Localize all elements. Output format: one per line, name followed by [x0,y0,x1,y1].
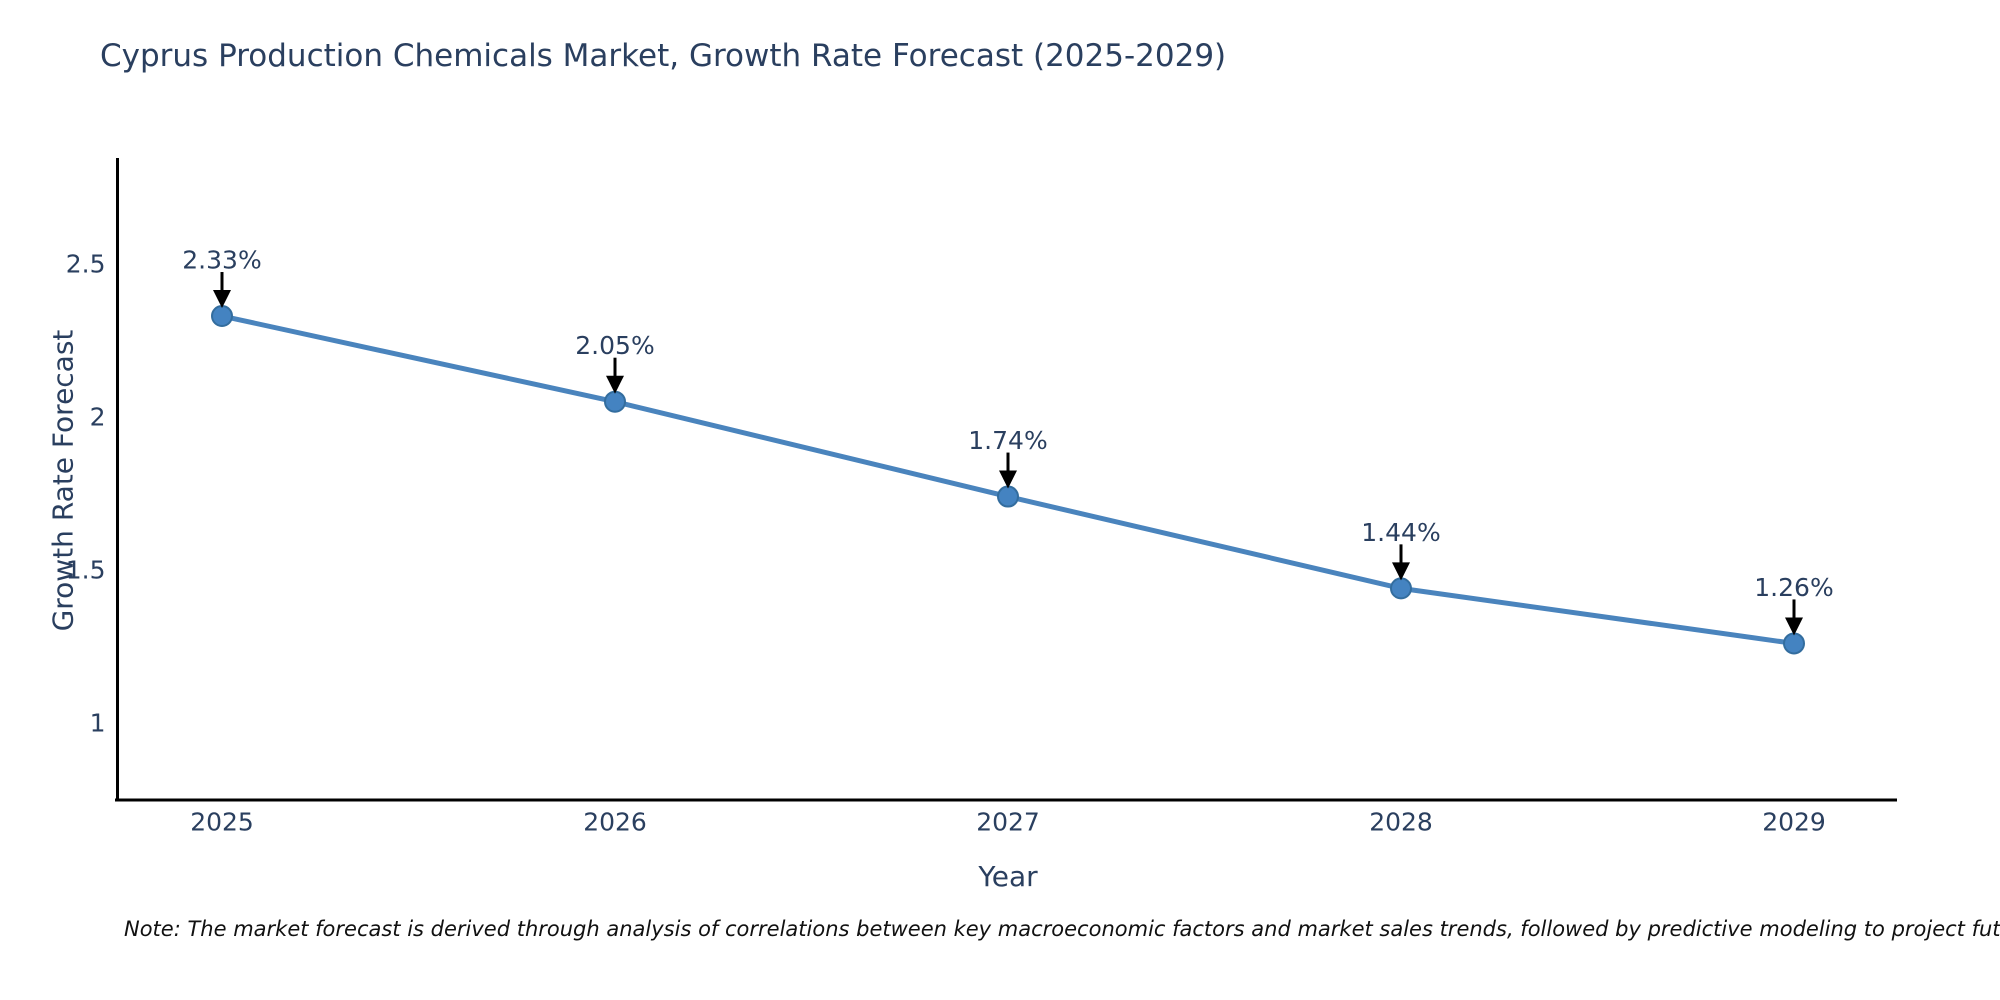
x-tick-label: 2025 [190,808,254,837]
x-tick-label: 2028 [1369,808,1433,837]
data-point-marker [211,305,233,328]
data-point-marker [1783,632,1805,655]
chart-title: Cyprus Production Chemicals Market, Grow… [100,38,1227,74]
data-point-value-label: 1.26% [1754,573,1833,602]
x-tick-label: 2026 [583,808,647,837]
x-axis-title: Year [978,860,1038,893]
data-point-value-label: 1.74% [968,426,1047,455]
footnote: Note: The market forecast is derived thr… [124,917,2000,941]
y-tick-label: 2.5 [66,250,106,279]
x-tick-label: 2029 [1762,808,1826,837]
annotation-arrow-head [999,470,1017,489]
annotation-arrow-head [606,375,624,394]
y-tick-label: 1 [90,709,106,738]
data-point-value-label: 1.44% [1361,518,1440,547]
y-axis-title: Growth Rate Forecast [46,329,80,632]
y-tick-label: 1.5 [66,556,106,585]
data-point-marker [604,390,626,413]
data-point-marker [1390,577,1412,600]
data-point-value-label: 2.05% [575,331,654,360]
x-tick-label: 2027 [976,808,1040,837]
annotation-arrow-head [1392,562,1410,581]
data-point-marker [997,485,1019,508]
annotation-arrow-head [1785,617,1803,636]
annotation-arrow-head [213,290,231,309]
data-point-value-label: 2.33% [182,246,261,275]
y-tick-label: 2 [90,403,106,432]
